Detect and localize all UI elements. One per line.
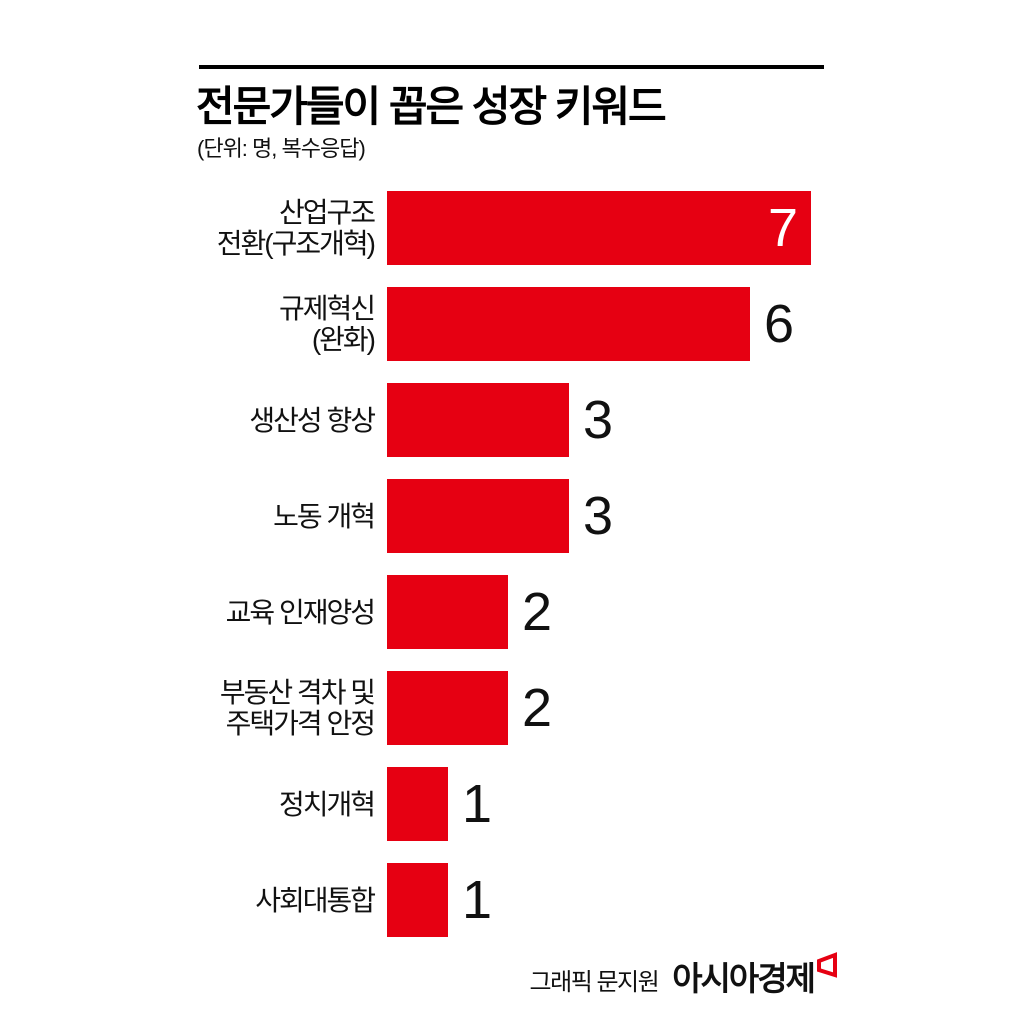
bar-track: 2 [387,671,877,745]
bar-row: 규제혁신 (완화) 6 [197,287,877,361]
category-label: 노동 개혁 [197,501,387,532]
bar-track: 1 [387,863,877,937]
category-label-line: 규제혁신 [278,293,376,324]
category-label-line: 정치개혁 [278,788,376,820]
bar-value-label: 6 [764,294,794,354]
bar-row: 정치개혁 1 [197,767,877,841]
bar [387,383,569,457]
bar-row: 노동 개혁 3 [197,479,877,553]
bar-row: 산업구조 전환(구조개혁) 7 [197,191,877,265]
brand-logo-icon [817,952,837,978]
category-label-line: (완화) [311,324,376,355]
category-label-line: 산업구조 [278,197,376,228]
category-label-line: 노동 개혁 [273,500,376,532]
top-rule [199,65,824,69]
bar-value-label: 3 [583,390,613,450]
category-label-line: 주택가격 안정 [225,708,376,739]
bar-value-label: 3 [583,486,613,546]
bar-chart: 산업구조 전환(구조개혁) 7 규제혁신 (완화) 6 생산성 향상 3 노동 개혁 3 교육 인재… [197,191,877,959]
footer-credit-line: 그래픽 문지원 아시아경제 [530,952,838,1000]
bar: 7 [387,191,811,265]
category-label: 산업구조 전환(구조개혁) [197,197,387,259]
bar-value-label: 2 [522,582,552,642]
bar-track: 3 [387,383,877,457]
category-label: 교육 인재양성 [197,597,387,628]
bar [387,287,750,361]
bar-row: 부동산 격차 및 주택가격 안정 2 [197,671,877,745]
bar-row: 사회대통합 1 [197,863,877,937]
category-label: 사회대통합 [197,885,387,916]
bar-track: 2 [387,575,877,649]
bar-track: 6 [387,287,877,361]
brand-name: 아시아경제 [672,960,816,997]
bar-row: 생산성 향상 3 [197,383,877,457]
bar-value-label: 7 [767,198,798,258]
bar-track: 1 [387,767,877,841]
bar [387,767,448,841]
bar [387,479,569,553]
bar [387,575,508,649]
bar-value-label: 2 [522,678,552,738]
bar-row: 교육 인재양성 2 [197,575,877,649]
category-label-line: 전환(구조개혁) [216,228,376,259]
bar-value-label: 1 [462,870,492,930]
category-label: 정치개혁 [197,789,387,820]
category-label-line: 교육 인재양성 [225,596,376,628]
page-title: 전문가들이 꼽은 성장 키워드 [196,83,667,130]
category-label: 부동산 격차 및 주택가격 안정 [197,677,387,739]
category-label-line: 사회대통합 [255,884,376,916]
category-label-line: 부동산 격차 및 [219,677,376,708]
category-label-line: 생산성 향상 [249,404,376,436]
graphic-credit: 그래픽 문지원 [529,969,660,996]
unit-note: (단위: 명, 복수응답) [197,136,366,161]
bar-track: 3 [387,479,877,553]
bar-track: 7 [387,191,877,265]
bar-value-label: 1 [462,774,492,834]
category-label: 생산성 향상 [197,405,387,436]
brand-logo-shape [817,952,837,978]
bar [387,671,508,745]
category-label: 규제혁신 (완화) [197,293,387,355]
bar [387,863,448,937]
